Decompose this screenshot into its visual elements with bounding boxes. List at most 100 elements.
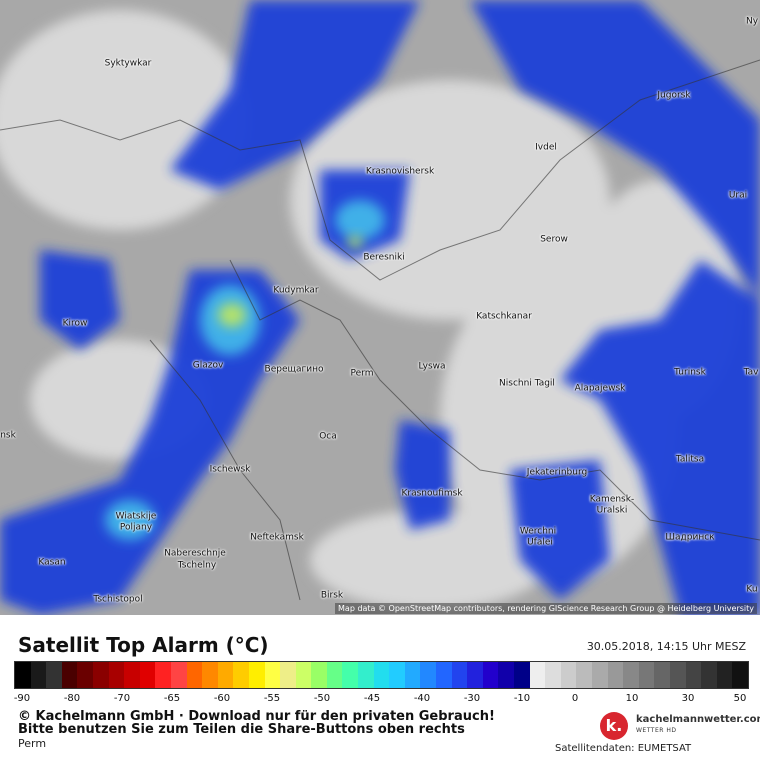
city-label: Верещагино <box>264 364 324 375</box>
city-label: Neftekamsk <box>250 532 304 543</box>
city-label: Birsk <box>320 590 344 601</box>
city-label: Syktywkar <box>104 58 152 69</box>
city-label: Ivdel <box>535 142 557 153</box>
city-label: Wiatskije <box>115 511 157 522</box>
city-label: Jugorsk <box>657 90 691 101</box>
city-label: Katschkanar <box>476 311 532 322</box>
color-cell <box>233 662 249 688</box>
city-label: Ufalei <box>527 537 553 548</box>
color-cell <box>482 662 499 688</box>
color-cell <box>560 662 577 688</box>
color-cell <box>701 662 717 688</box>
color-cell <box>15 662 31 688</box>
city-label: Talitsa <box>675 454 705 465</box>
color-cell <box>295 662 312 688</box>
color-cell <box>186 662 203 688</box>
color-cell <box>155 662 171 688</box>
tick-label: -60 <box>213 693 231 704</box>
tick-label: 0 <box>571 693 579 704</box>
tick-label: -30 <box>463 693 481 704</box>
color-cell <box>108 662 125 688</box>
color-cell <box>124 662 140 688</box>
legend-title: Satellit Top Alarm (°C) <box>18 633 269 657</box>
tick-label: 10 <box>625 693 639 704</box>
city-label: Kudymkar <box>273 285 319 296</box>
color-cell <box>280 662 296 688</box>
color-cell <box>342 662 359 688</box>
color-cell <box>591 662 608 688</box>
city-label: Kirow <box>62 318 88 329</box>
city-label: Serow <box>540 234 568 245</box>
map-graphics <box>0 0 760 615</box>
city-label: Urai <box>728 190 748 201</box>
color-cell <box>436 662 452 688</box>
color-cell <box>607 662 624 688</box>
color-cell <box>404 662 421 688</box>
city-label: Oca <box>319 431 337 442</box>
color-cell <box>545 662 561 688</box>
attribution: Map data © OpenStreetMap contributors, r… <box>335 603 757 614</box>
color-cell <box>358 662 374 688</box>
color-cell <box>529 662 546 688</box>
city-label: Ischewsk <box>209 464 251 475</box>
color-cell <box>61 662 78 688</box>
color-cell <box>170 662 187 688</box>
color-cell <box>420 662 437 688</box>
city-label: Uralski <box>596 505 628 516</box>
city-label: Jekaterinburg <box>526 467 588 478</box>
tick-label: -45 <box>363 693 381 704</box>
city-label: Kasan <box>38 557 66 568</box>
city-label: Werchni <box>519 526 557 537</box>
color-cell <box>576 662 592 688</box>
color-cell <box>30 662 47 688</box>
city-label: Krasnoufimsk <box>401 488 463 499</box>
city-label: Lyswa <box>418 361 446 372</box>
color-cell <box>311 662 327 688</box>
tick-label: -80 <box>63 693 81 704</box>
data-source: Satellitendaten: EUMETSAT <box>555 743 692 754</box>
logo-text: kachelmannwetter.com <box>636 714 760 725</box>
color-cell <box>685 662 702 688</box>
city-label: Perm <box>350 368 374 379</box>
color-cell <box>669 662 686 688</box>
tick-label: -55 <box>263 693 281 704</box>
color-cell <box>46 662 62 688</box>
color-cell <box>498 662 514 688</box>
color-cell <box>248 662 265 688</box>
color-cell <box>264 662 281 688</box>
tick-label: -10 <box>513 693 531 704</box>
color-cell <box>514 662 530 688</box>
color-cell <box>202 662 218 688</box>
timestamp: 30.05.2018, 14:15 Uhr MESZ <box>586 640 746 653</box>
color-cell <box>732 662 748 688</box>
city-label: Tav <box>743 367 759 378</box>
city-label: Tschistopol <box>93 594 143 605</box>
tick-label: -90 <box>13 693 31 704</box>
logo-icon: k. <box>600 712 628 740</box>
location: Perm <box>18 737 47 750</box>
city-label: Beresniki <box>363 252 405 263</box>
tick-label: 50 <box>733 693 747 704</box>
city-label: Krasnovishersk <box>365 166 435 177</box>
color-cell <box>654 662 670 688</box>
city-label: Ny <box>745 16 759 27</box>
color-cell <box>326 662 343 688</box>
color-cell <box>451 662 468 688</box>
share-note: Bitte benutzen Sie zum Teilen die Share-… <box>18 722 465 737</box>
tick-label: 30 <box>681 693 695 704</box>
city-label: Nischni Tagil <box>499 378 555 389</box>
city-label: Nabereschnje <box>164 548 226 559</box>
tick-label: -50 <box>313 693 331 704</box>
logo-sub: WETTER HD <box>636 727 677 734</box>
city-label: Glazov <box>192 360 224 371</box>
color-cell <box>389 662 405 688</box>
color-cell <box>716 662 733 688</box>
city-label: Turinsk <box>674 367 706 378</box>
color-cell <box>623 662 639 688</box>
tick-label: -40 <box>413 693 431 704</box>
color-cell <box>77 662 93 688</box>
color-cell <box>373 662 390 688</box>
city-label: Tschelny <box>177 560 217 571</box>
color-cell <box>217 662 234 688</box>
